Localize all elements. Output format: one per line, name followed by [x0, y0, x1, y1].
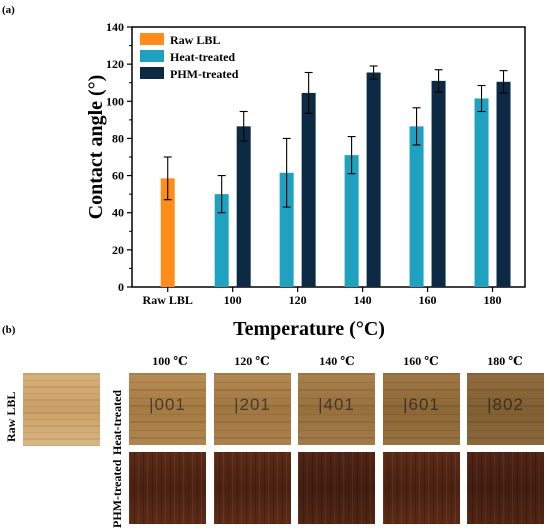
heat-treated-bar	[344, 155, 359, 287]
phm-treated-bar	[366, 72, 381, 287]
temperature-heading-160: 160 ℃	[403, 354, 439, 368]
phm-treated-160-photo	[383, 452, 460, 524]
chart-error-bars	[163, 65, 508, 214]
phm-treated-140-photo	[298, 452, 375, 524]
raw-lbl-legend-label: Raw LBL	[170, 33, 220, 47]
sample-mark-180: |802	[487, 395, 524, 414]
phm-treated-180-photo	[467, 452, 544, 524]
y-tick-label: 40	[112, 206, 124, 220]
contact-angle-chart: 0 20 40 60 80 100 120 140 Raw LBL 100 120 140 160 180…	[85, 20, 526, 340]
sample-mark-140: |401	[318, 395, 355, 414]
heat-treated-bar	[409, 126, 424, 287]
y-tick-label: 140	[106, 20, 124, 34]
heat-treated-120-photo: |201	[214, 373, 291, 445]
x-tick-label: 100	[224, 293, 242, 307]
y-tick-label: 80	[112, 131, 124, 145]
heat-treated-160-photo: |601	[383, 373, 460, 445]
temperature-heading-120: 120 ℃	[234, 354, 270, 368]
temperature-heading-140: 140 ℃	[319, 354, 355, 368]
heat-treated-bar	[279, 172, 294, 287]
panel-b-label: (b)	[2, 324, 16, 336]
chart-axes: 0 20 40 60 80 100 120 140 Raw LBL 100 120 140 160 180	[106, 20, 526, 307]
y-tick-label: 20	[112, 243, 124, 257]
x-tick-label: 140	[354, 293, 372, 307]
heat-treated-legend-label: Heat-treated	[170, 50, 235, 64]
phm-treated-bar	[236, 126, 251, 287]
y-tick-label: 0	[118, 280, 124, 294]
x-tick-label: Raw LBL	[143, 293, 193, 307]
raw-lbl-bar	[160, 178, 175, 287]
sample-mark-120: |201	[234, 395, 271, 414]
heat-treated-legend-swatch	[140, 50, 164, 62]
temperature-heading-100: 100 ℃	[152, 354, 188, 368]
phm-treated-120-photo	[214, 452, 291, 524]
y-axis-label: Contact angle (°)	[85, 75, 107, 220]
y-tick-label: 60	[112, 169, 124, 183]
phm-treated-legend-label: PHM-treated	[170, 67, 239, 81]
x-axis-label: Temperature (°C)	[233, 318, 385, 340]
chart-bars	[160, 72, 511, 288]
chart-legend: Raw LBL Heat-treated PHM-treated	[140, 33, 239, 81]
x-tick-label: 160	[419, 293, 437, 307]
sample-mark-160: |601	[403, 395, 440, 414]
x-tick-label: 180	[484, 293, 502, 307]
raw-lbl-sample-photo	[23, 373, 100, 446]
phm-treated-legend-swatch	[140, 67, 164, 79]
phm-treated-row-label: PHM-treated	[110, 459, 124, 528]
phm-treated-bar	[496, 81, 511, 288]
plot-frame	[131, 26, 526, 288]
raw-lbl-row-label: Raw LBL	[4, 391, 18, 442]
phm-treated-bar	[431, 80, 446, 287]
phm-treated-100-photo	[129, 452, 206, 524]
heat-treated-100-photo: |001	[129, 373, 206, 445]
heat-treated-bar	[214, 194, 229, 287]
y-tick-label: 100	[106, 94, 124, 108]
heat-treated-140-photo: |401	[298, 373, 375, 445]
heat-treated-row-label: Heat-treated	[110, 389, 124, 455]
temperature-heading-180: 180 ℃	[487, 354, 523, 368]
sample-mark-100: |001	[149, 395, 186, 414]
y-tick-label: 120	[106, 57, 124, 71]
x-tick-label: 120	[289, 293, 307, 307]
panel-a-label: (a)	[2, 4, 15, 16]
heat-treated-180-photo: |802	[467, 373, 544, 445]
heat-treated-bar	[474, 98, 489, 287]
raw-lbl-legend-swatch	[140, 33, 164, 45]
phm-treated-bar	[301, 92, 316, 287]
